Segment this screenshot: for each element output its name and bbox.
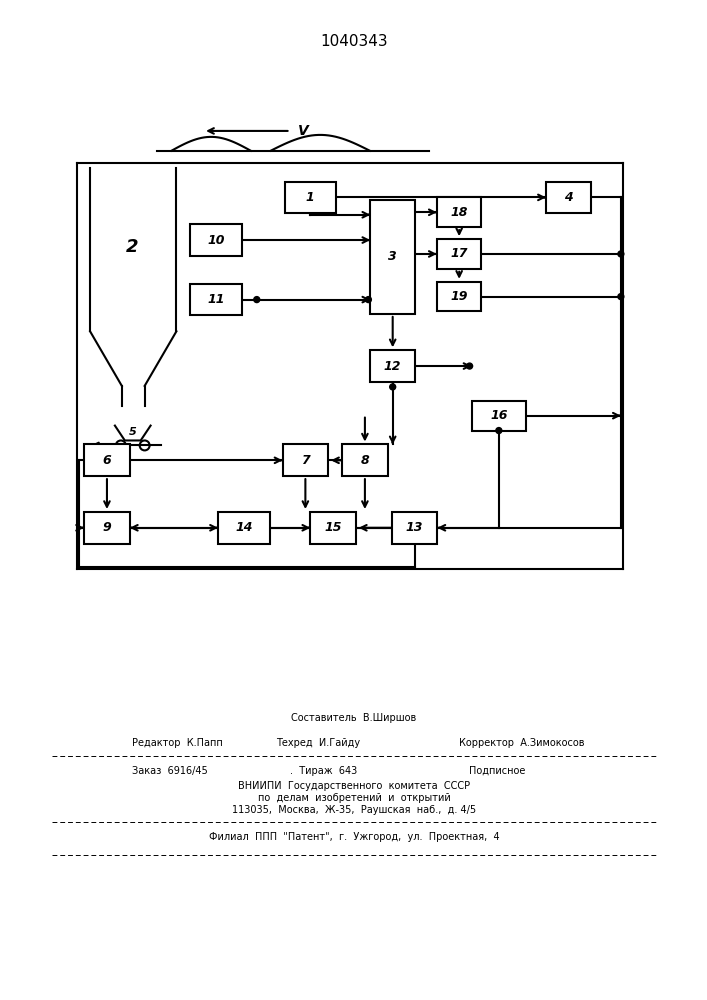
Bar <box>546 182 590 213</box>
Text: Филиал  ППП  "Патент",  г.  Ужгород,  ул.  Проектная,  4: Филиал ППП "Патент", г. Ужгород, ул. Про… <box>209 832 499 842</box>
Text: Корректор  А.Зимокосов: Корректор А.Зимокосов <box>459 738 585 748</box>
Text: 113035,  Москва,  Ж-35,  Раушская  наб.,  д. 4/5: 113035, Москва, Ж-35, Раушская наб., д. … <box>232 805 476 815</box>
Bar <box>84 512 130 544</box>
Bar <box>310 512 356 544</box>
Text: ВНИИПИ  Государственного  комитета  СССР: ВНИИПИ Государственного комитета СССР <box>238 781 470 791</box>
Bar <box>392 512 438 544</box>
Bar <box>218 512 269 544</box>
Circle shape <box>467 363 472 369</box>
Text: 15: 15 <box>325 521 342 534</box>
Text: 7: 7 <box>301 454 310 467</box>
Text: по  делам  изобретений  и  открытий: по делам изобретений и открытий <box>257 793 450 803</box>
Circle shape <box>496 428 502 434</box>
Text: Составитель  В.Ширшов: Составитель В.Ширшов <box>291 713 416 723</box>
Text: Техред  И.Гайду: Техред И.Гайду <box>276 738 360 748</box>
Text: 17: 17 <box>450 247 468 260</box>
Text: 8: 8 <box>361 454 369 467</box>
Circle shape <box>366 297 371 303</box>
Bar <box>190 224 242 256</box>
Text: 10: 10 <box>207 234 225 247</box>
Bar <box>284 182 336 213</box>
Text: 18: 18 <box>450 206 468 219</box>
Circle shape <box>254 297 259 303</box>
Text: 11: 11 <box>207 293 225 306</box>
Bar <box>437 197 481 227</box>
Text: 19: 19 <box>450 290 468 303</box>
Text: 14: 14 <box>235 521 252 534</box>
Text: 3: 3 <box>388 250 397 263</box>
Text: Заказ  6916/45: Заказ 6916/45 <box>132 766 208 776</box>
Text: 6: 6 <box>103 454 111 467</box>
Bar <box>437 282 481 311</box>
Text: .  Тираж  643: . Тираж 643 <box>291 766 358 776</box>
Text: 2: 2 <box>126 238 138 256</box>
Text: Редактор  К.Папп: Редактор К.Папп <box>132 738 223 748</box>
Bar <box>84 444 130 476</box>
Text: 1040343: 1040343 <box>320 34 388 49</box>
Bar <box>283 444 328 476</box>
Circle shape <box>390 384 396 390</box>
Text: 9: 9 <box>103 521 111 534</box>
Text: 4: 4 <box>564 191 573 204</box>
Text: 12: 12 <box>384 360 402 373</box>
Text: V: V <box>298 124 308 138</box>
Circle shape <box>618 294 624 300</box>
Bar <box>370 200 415 314</box>
Bar <box>342 444 387 476</box>
Bar <box>370 350 415 382</box>
Text: 5: 5 <box>129 427 136 437</box>
Text: 13: 13 <box>406 521 423 534</box>
Bar <box>472 401 526 431</box>
Circle shape <box>618 251 624 257</box>
Text: Подписное: Подписное <box>469 766 525 776</box>
Bar <box>437 239 481 269</box>
Bar <box>190 284 242 315</box>
Text: 1: 1 <box>306 191 315 204</box>
Text: 16: 16 <box>490 409 508 422</box>
